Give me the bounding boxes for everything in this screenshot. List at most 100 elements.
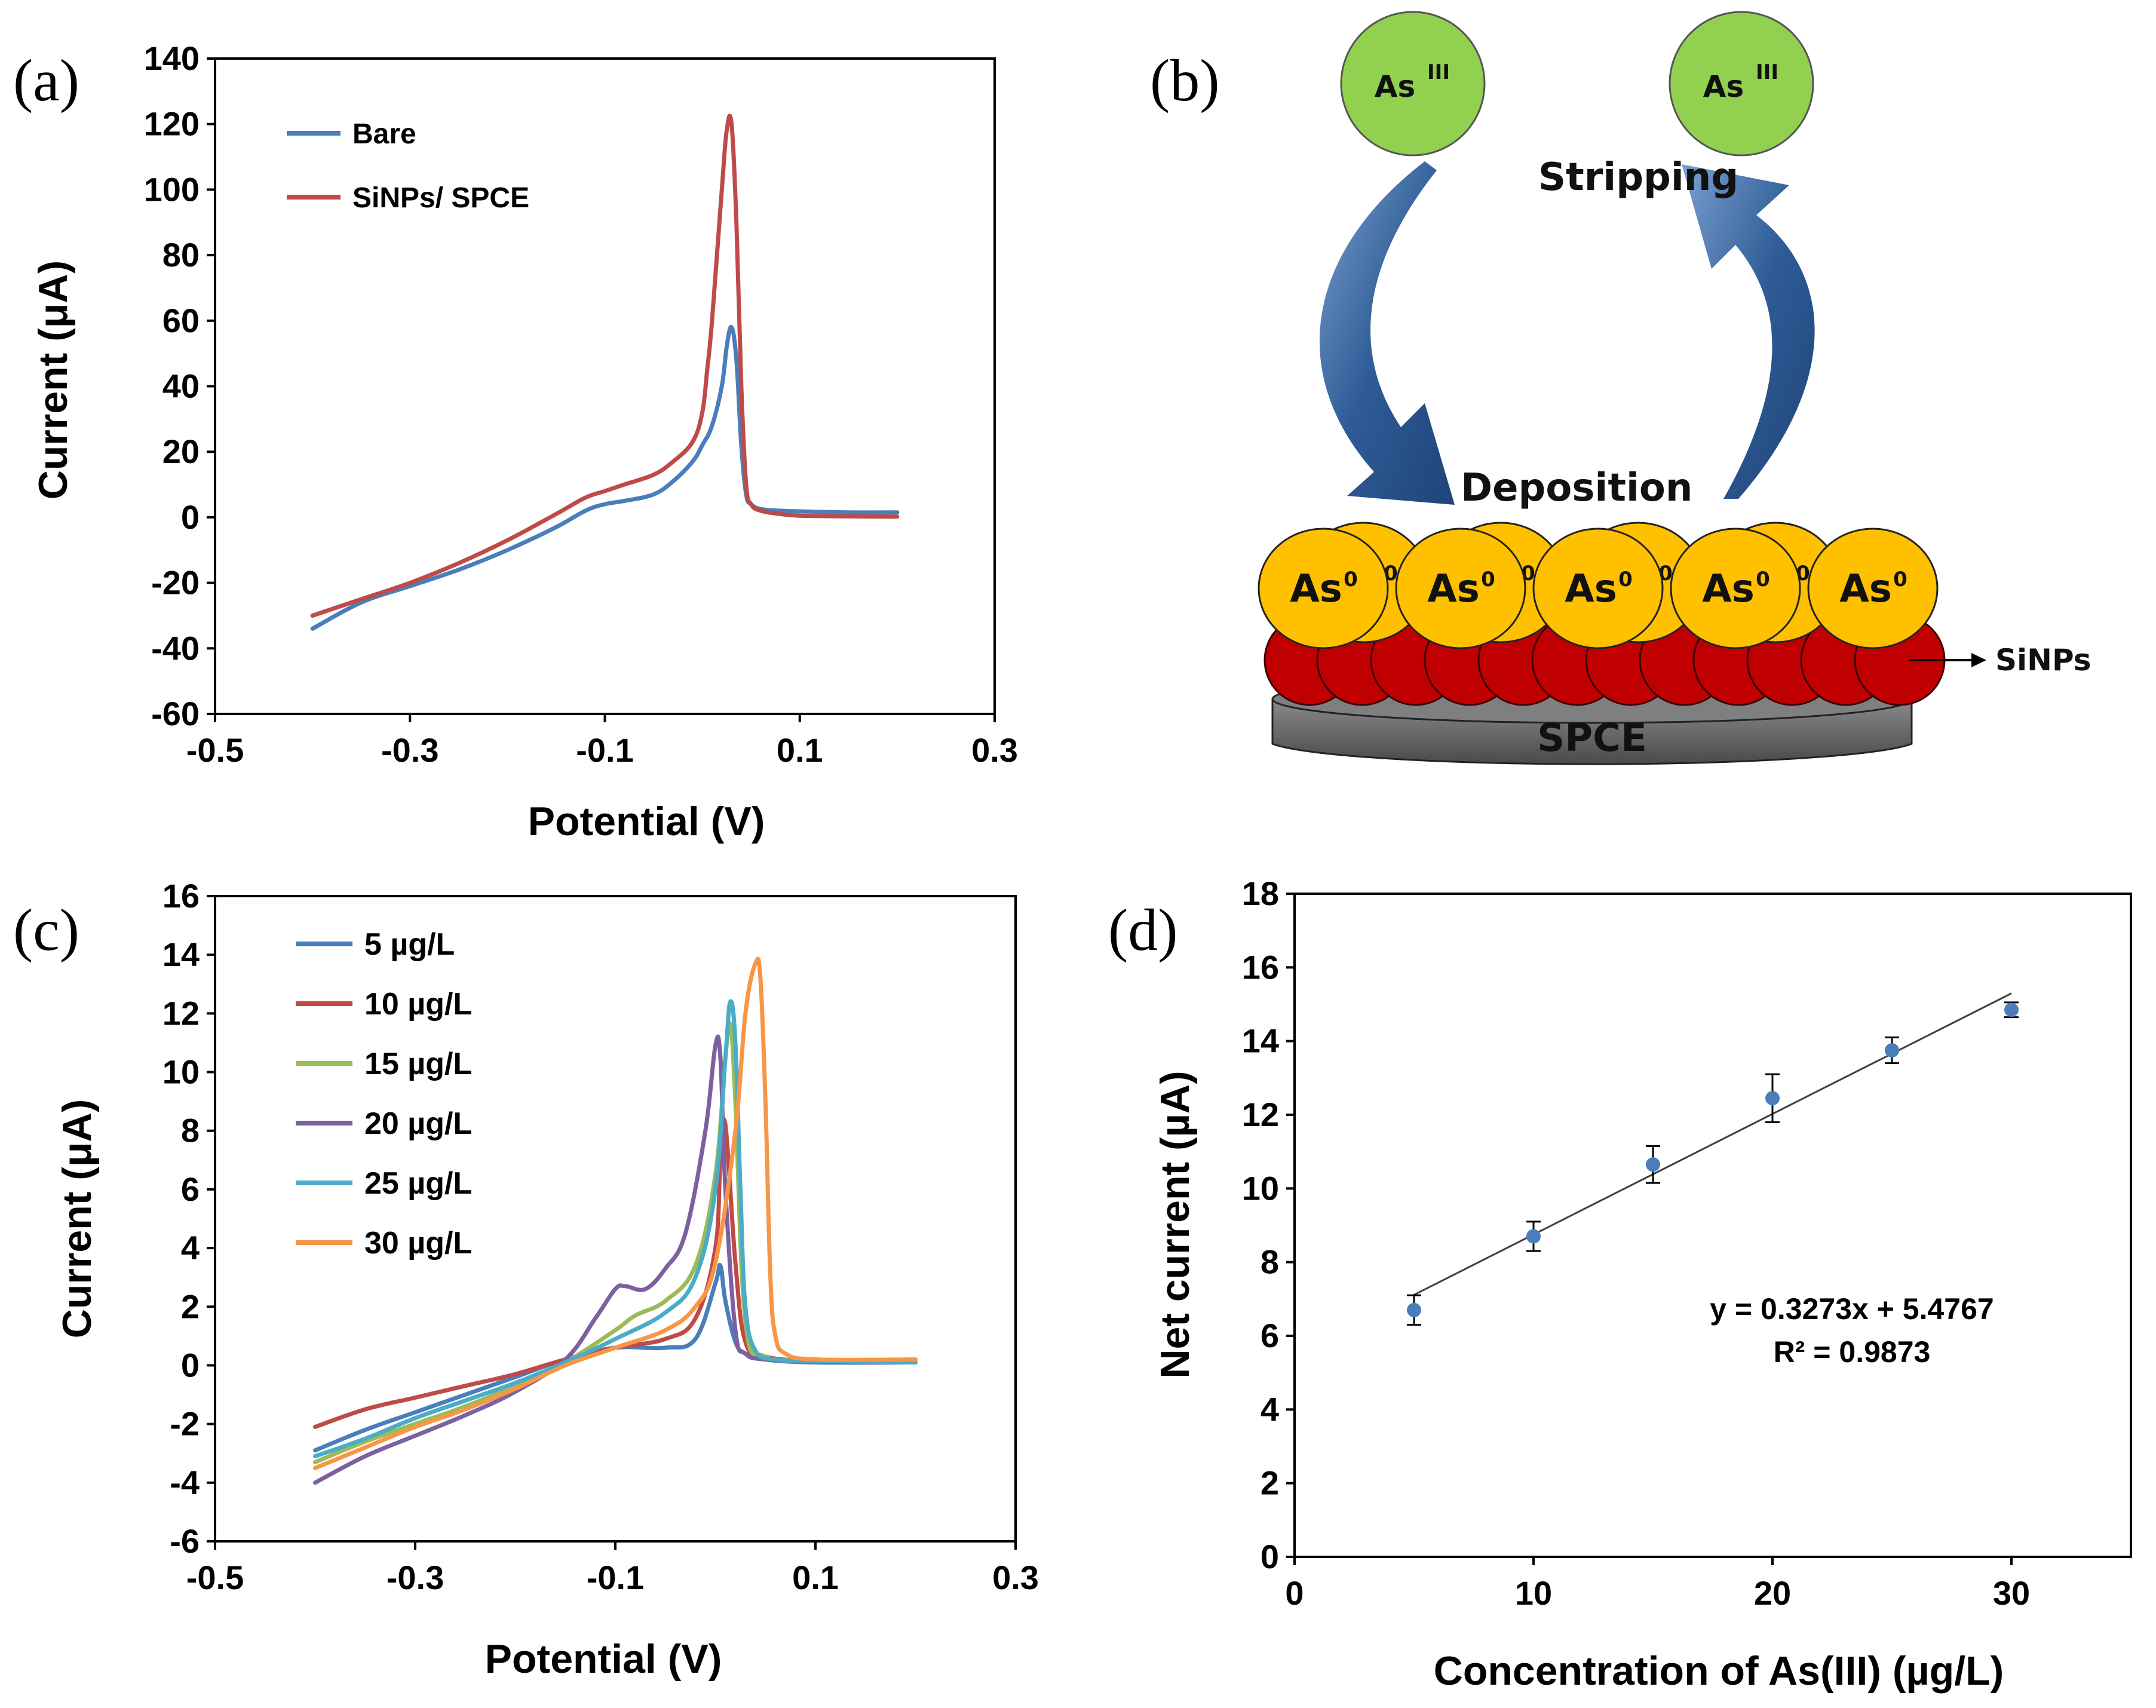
legend-label-sinps: SiNPs/ SPCE bbox=[352, 182, 529, 214]
electrode-label: SPCE bbox=[1537, 716, 1647, 761]
c-legend-label-1: 10 µg/L bbox=[364, 987, 472, 1022]
d-ytick-label: 0 bbox=[1261, 1538, 1279, 1575]
stripping-label: Stripping bbox=[1538, 155, 1738, 200]
a-series-line-1 bbox=[310, 114, 900, 618]
chart-d-trendline-group bbox=[1413, 992, 2012, 1296]
deposition-label: Deposition bbox=[1461, 466, 1692, 510]
ion-right-label: As bbox=[1703, 69, 1744, 104]
chart-c-series bbox=[313, 956, 918, 1485]
d-ytick-label: 12 bbox=[1242, 1096, 1279, 1133]
c-series-line-5 bbox=[313, 956, 918, 1470]
legend-label-bare: Bare bbox=[352, 118, 416, 150]
d-ytick-label: 8 bbox=[1261, 1243, 1279, 1281]
a-ytick-label: 60 bbox=[162, 302, 200, 339]
a-ytick-label: 80 bbox=[162, 236, 200, 274]
ion-left-label: As bbox=[1375, 69, 1415, 104]
as0-label: As bbox=[1839, 567, 1892, 611]
as0-layer: As0As0As0As0As0As0As0As0As0 bbox=[1258, 522, 1939, 649]
chart-a-x-axis: -0.5 -0.3 -0.1 0.1 0.3 bbox=[186, 714, 1018, 769]
d-ytick-label: 2 bbox=[1261, 1464, 1279, 1502]
chart-c-x-axis: -0.5 -0.3 -0.1 0.1 0.3 bbox=[186, 1541, 1039, 1596]
chart-d-y-axis: 0 2 4 6 8 10 12 14 16 18 bbox=[1242, 875, 1295, 1575]
d-data-point bbox=[1526, 1229, 1541, 1244]
d-xtick-label: 0 bbox=[1285, 1574, 1304, 1612]
as0-label: As bbox=[1290, 567, 1342, 611]
a-xtick-label: -0.3 bbox=[381, 731, 439, 769]
as0-sup: 0 bbox=[1344, 568, 1358, 591]
c-ytick-label: 12 bbox=[162, 994, 200, 1032]
a-xtick-label: 0.3 bbox=[971, 731, 1018, 769]
a-ytick-label: 100 bbox=[144, 170, 200, 208]
sinps-pointer-head bbox=[1971, 653, 1986, 667]
d-data-point bbox=[1646, 1157, 1660, 1172]
a-ytick-label: 0 bbox=[181, 498, 200, 536]
a-xtick-label: -0.1 bbox=[576, 731, 634, 769]
a-ytick-label: 20 bbox=[162, 433, 200, 470]
panel-label-b: (b) bbox=[1150, 47, 1220, 114]
chart-c-frame bbox=[214, 895, 1017, 1543]
a-series-line-0 bbox=[310, 324, 900, 631]
stripping-arrow bbox=[1682, 164, 1815, 499]
c-legend-label-2: 15 µg/L bbox=[364, 1047, 472, 1081]
d-trendline bbox=[1413, 992, 2012, 1296]
c-ytick-label: 10 bbox=[162, 1053, 200, 1091]
chart-c-xlabel: Potential (V) bbox=[485, 1636, 722, 1682]
panel-label-a: (a) bbox=[13, 47, 79, 114]
d-ytick-label: 4 bbox=[1261, 1390, 1279, 1428]
as0-sup: 0 bbox=[1893, 568, 1907, 591]
a-ytick-label: -60 bbox=[151, 695, 200, 732]
c-ytick-label: 8 bbox=[181, 1112, 200, 1149]
d-data-point bbox=[2004, 1002, 2019, 1017]
chart-d-xlabel: Concentration of As(III) (µg/L) bbox=[1434, 1648, 2004, 1694]
sinps-label: SiNPs bbox=[1995, 643, 2091, 677]
c-series-line-1 bbox=[313, 1117, 918, 1429]
c-xtick-label: 0.3 bbox=[992, 1559, 1039, 1596]
c-ytick-label: 0 bbox=[181, 1346, 200, 1384]
as0-label: As bbox=[1565, 567, 1617, 611]
c-ytick-label: -2 bbox=[170, 1405, 200, 1443]
c-ytick-label: 14 bbox=[162, 936, 200, 973]
as0-label: As bbox=[1427, 567, 1480, 611]
c-ytick-label: 16 bbox=[162, 877, 200, 915]
ion-right-circle bbox=[1669, 11, 1814, 157]
schematic-b: As III As III Stripping Deposition SPCE … bbox=[1258, 11, 2091, 765]
ion-right-sup: III bbox=[1756, 60, 1778, 84]
d-ytick-label: 18 bbox=[1242, 875, 1279, 912]
chart-d-x-axis: 0 10 20 30 bbox=[1285, 1557, 2030, 1612]
a-ytick-label: 140 bbox=[144, 39, 200, 77]
c-ytick-label: 2 bbox=[181, 1287, 200, 1325]
chart-a-series bbox=[310, 114, 900, 631]
c-ytick-label: 6 bbox=[181, 1170, 200, 1208]
d-xtick-label: 10 bbox=[1515, 1574, 1552, 1612]
c-ytick-label: 4 bbox=[181, 1229, 200, 1267]
c-series-line-3 bbox=[313, 1034, 918, 1485]
as0-particle bbox=[1258, 528, 1389, 649]
chart-c-ylabel: Current (μA) bbox=[54, 1099, 100, 1338]
c-xtick-label: 0.1 bbox=[792, 1559, 839, 1596]
c-legend-label-3: 20 µg/L bbox=[364, 1106, 472, 1141]
chart-c: -6 -4 -2 0 2 4 6 8 10 12 14 16 -0.5 -0.3 -0.1 0.1 0.3 5… bbox=[54, 877, 1039, 1682]
c-legend-label-4: 25 µg/L bbox=[364, 1166, 472, 1201]
panel-label-d: (d) bbox=[1108, 897, 1178, 963]
chart-d-r-squared: R² = 0.9873 bbox=[1774, 1335, 1931, 1369]
a-ytick-label: -40 bbox=[151, 629, 200, 667]
c-series-line-2 bbox=[313, 1020, 918, 1464]
a-ytick-label: -20 bbox=[151, 564, 200, 602]
c-xtick-label: -0.1 bbox=[587, 1559, 645, 1596]
d-ytick-label: 14 bbox=[1242, 1022, 1279, 1060]
d-data-point bbox=[1765, 1091, 1780, 1106]
a-ytick-label: 120 bbox=[144, 105, 200, 143]
d-ytick-label: 10 bbox=[1242, 1169, 1279, 1207]
chart-d: 0 2 4 6 8 10 12 14 16 18 0 10 20 30 y = 0.3273x + 5.… bbox=[1152, 875, 2132, 1694]
a-xtick-label: -0.5 bbox=[186, 731, 244, 769]
a-xtick-label: 0.1 bbox=[777, 731, 823, 769]
d-xtick-label: 30 bbox=[1993, 1574, 2030, 1612]
as0-sup: 0 bbox=[1481, 568, 1495, 591]
as0-particle bbox=[1532, 528, 1664, 649]
chart-a-y-axis: -60 -40 -20 0 20 40 60 80 100 120 140 bbox=[144, 39, 215, 732]
chart-a-ylabel: Current (μA) bbox=[30, 260, 76, 499]
chart-d-frame bbox=[1293, 893, 2132, 1558]
ion-left-circle bbox=[1340, 11, 1486, 157]
c-legend-label-0: 5 µg/L bbox=[364, 927, 455, 962]
